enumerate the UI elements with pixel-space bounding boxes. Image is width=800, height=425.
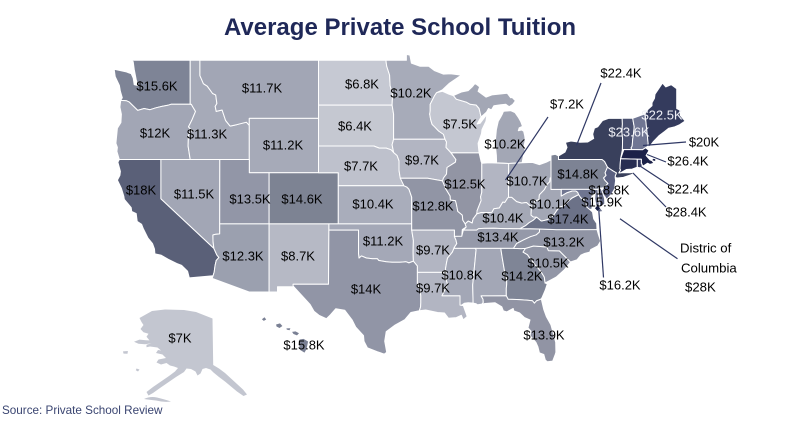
svg-text:$14K: $14K	[351, 282, 382, 297]
svg-text:$11.2K: $11.2K	[263, 138, 304, 153]
svg-text:$18.8K: $18.8K	[588, 183, 630, 198]
svg-text:Columbia: Columbia	[681, 261, 737, 276]
svg-text:$14.2K: $14.2K	[501, 269, 543, 284]
svg-text:$11.3K: $11.3K	[187, 127, 228, 142]
svg-text:$14.8K: $14.8K	[557, 167, 599, 182]
svg-text:$20K: $20K	[689, 135, 720, 150]
svg-text:$10.4K: $10.4K	[482, 211, 524, 226]
svg-text:$7.2K: $7.2K	[550, 97, 584, 112]
svg-text:$22.4K: $22.4K	[667, 182, 709, 197]
svg-text:$22.4K: $22.4K	[600, 66, 642, 81]
svg-text:$8.7K: $8.7K	[281, 249, 315, 264]
svg-text:$10.2K: $10.2K	[390, 86, 432, 101]
svg-text:$15.9K: $15.9K	[581, 195, 623, 210]
svg-text:$7.7K: $7.7K	[344, 159, 378, 174]
svg-text:$10.4K: $10.4K	[352, 197, 394, 212]
svg-text:$16.2K: $16.2K	[599, 278, 641, 293]
svg-text:$14.6K: $14.6K	[281, 192, 323, 207]
svg-text:$11.7K: $11.7K	[242, 81, 283, 96]
svg-text:$28.4K: $28.4K	[665, 205, 707, 220]
svg-text:$26.4K: $26.4K	[667, 154, 709, 169]
svg-text:$10.8K: $10.8K	[441, 268, 483, 283]
svg-text:$12K: $12K	[140, 126, 171, 141]
svg-text:Distric of: Distric of	[680, 241, 732, 256]
svg-text:$11.5K: $11.5K	[174, 187, 215, 202]
svg-text:$23.6K: $23.6K	[608, 125, 650, 140]
svg-text:$10.7K: $10.7K	[506, 174, 548, 189]
svg-text:$22.5K: $22.5K	[641, 108, 683, 123]
svg-text:$12.3K: $12.3K	[222, 249, 264, 264]
svg-text:$10.1K: $10.1K	[529, 197, 571, 212]
svg-text:$6.8K: $6.8K	[345, 77, 379, 92]
svg-text:$28K: $28K	[685, 280, 716, 295]
svg-text:$13.4K: $13.4K	[477, 230, 519, 245]
svg-text:$10.2K: $10.2K	[484, 137, 526, 152]
svg-text:$11.2K: $11.2K	[363, 234, 404, 249]
svg-text:$12.8K: $12.8K	[412, 199, 454, 214]
svg-text:$17.4K: $17.4K	[547, 212, 589, 227]
svg-text:$9.7K: $9.7K	[416, 243, 450, 258]
svg-text:$15.8K: $15.8K	[283, 338, 325, 353]
svg-text:$13.5K: $13.5K	[229, 192, 271, 207]
svg-text:$13.9K: $13.9K	[523, 328, 565, 343]
svg-text:$7.5K: $7.5K	[443, 117, 477, 132]
svg-text:$9.7K: $9.7K	[416, 281, 450, 296]
svg-text:$7K: $7K	[168, 331, 191, 346]
svg-text:$15.6K: $15.6K	[136, 79, 178, 94]
svg-text:$13.2K: $13.2K	[543, 235, 585, 250]
svg-text:$18K: $18K	[126, 183, 157, 198]
svg-text:$6.4K: $6.4K	[338, 119, 372, 134]
svg-text:$9.7K: $9.7K	[405, 153, 439, 168]
svg-text:$10.5K: $10.5K	[527, 256, 569, 271]
svg-text:$12.5K: $12.5K	[444, 177, 486, 192]
